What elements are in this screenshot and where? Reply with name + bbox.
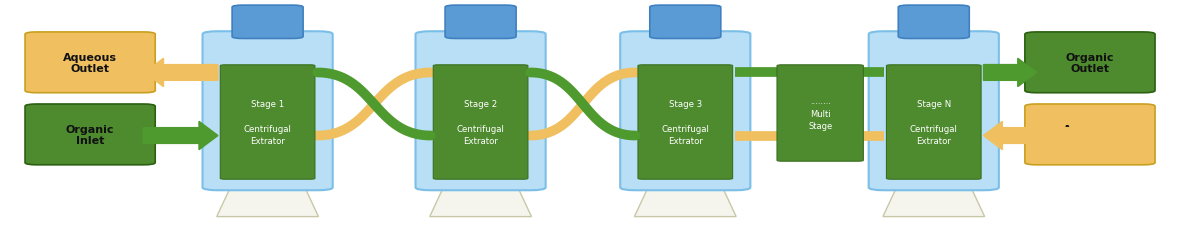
FancyBboxPatch shape <box>620 32 751 190</box>
Polygon shape <box>429 186 531 217</box>
Text: Organic
Inlet: Organic Inlet <box>66 124 114 146</box>
FancyBboxPatch shape <box>898 6 969 39</box>
FancyBboxPatch shape <box>221 66 315 179</box>
FancyBboxPatch shape <box>25 33 155 93</box>
FancyArrow shape <box>145 59 218 87</box>
Text: Aqueous
Inlet: Aqueous Inlet <box>1063 124 1117 146</box>
FancyBboxPatch shape <box>868 32 999 190</box>
FancyBboxPatch shape <box>777 66 863 161</box>
FancyBboxPatch shape <box>1025 33 1155 93</box>
Text: Organic
Outlet: Organic Outlet <box>1066 52 1114 74</box>
FancyBboxPatch shape <box>650 6 721 39</box>
FancyBboxPatch shape <box>25 104 155 165</box>
Text: Aqueous
Outlet: Aqueous Outlet <box>63 52 117 74</box>
FancyBboxPatch shape <box>203 32 333 190</box>
Text: Stage 2

Centrifugal
Extrator: Stage 2 Centrifugal Extrator <box>457 99 504 146</box>
FancyBboxPatch shape <box>638 66 733 179</box>
FancyBboxPatch shape <box>433 66 528 179</box>
FancyBboxPatch shape <box>445 6 516 39</box>
Text: Stage 3

Centrifugal
Extrator: Stage 3 Centrifugal Extrator <box>662 99 709 146</box>
Text: Stage 1

Centrifugal
Extrator: Stage 1 Centrifugal Extrator <box>243 99 292 146</box>
FancyArrow shape <box>144 122 218 150</box>
Polygon shape <box>882 186 984 217</box>
FancyArrow shape <box>983 122 1143 150</box>
FancyBboxPatch shape <box>1025 104 1155 165</box>
Text: Stage N

Centrifugal
Extrator: Stage N Centrifugal Extrator <box>910 99 958 146</box>
FancyBboxPatch shape <box>415 32 546 190</box>
Polygon shape <box>635 186 737 217</box>
FancyBboxPatch shape <box>886 66 981 179</box>
Polygon shape <box>217 186 319 217</box>
FancyArrow shape <box>983 59 1037 87</box>
Text: ........
Multi
Stage: ........ Multi Stage <box>808 96 833 131</box>
FancyBboxPatch shape <box>232 6 304 39</box>
